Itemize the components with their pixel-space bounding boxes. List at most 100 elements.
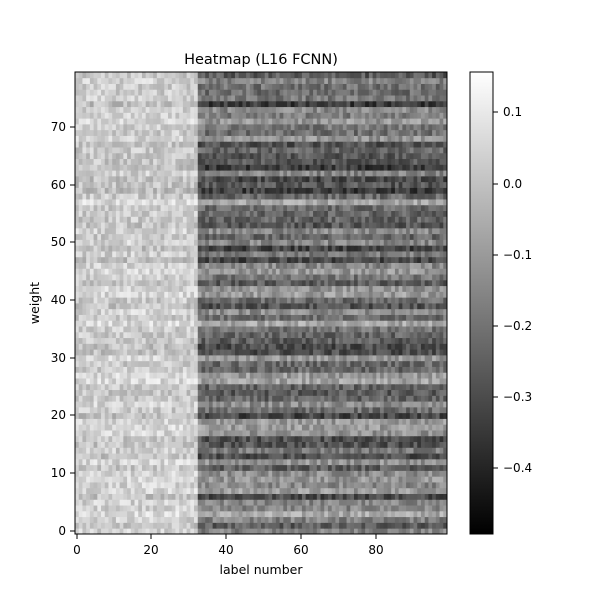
heatmap-cell bbox=[316, 528, 321, 535]
heatmap-cell bbox=[383, 505, 388, 512]
heatmap-cell bbox=[398, 510, 403, 518]
heatmap-cell bbox=[354, 349, 359, 356]
heatmap-cell bbox=[208, 505, 214, 512]
heatmap-cell bbox=[309, 401, 314, 408]
heatmap-cell bbox=[387, 268, 392, 275]
heatmap-cell bbox=[82, 389, 87, 396]
heatmap-cell bbox=[391, 493, 396, 500]
heatmap-cell bbox=[208, 279, 214, 287]
heatmap-cell bbox=[149, 470, 154, 477]
heatmap-cell bbox=[342, 343, 347, 350]
heatmap-cell bbox=[242, 505, 247, 512]
heatmap-cell bbox=[149, 447, 154, 454]
heatmap-cell bbox=[145, 487, 150, 494]
heatmap-cell bbox=[134, 406, 139, 414]
heatmap-cell bbox=[268, 458, 273, 466]
heatmap-cell bbox=[346, 274, 351, 281]
heatmap-cell bbox=[301, 435, 307, 443]
heatmap-cell bbox=[406, 366, 411, 373]
heatmap-cell bbox=[208, 528, 214, 535]
heatmap-cell bbox=[424, 487, 429, 494]
heatmap-cell bbox=[443, 349, 448, 356]
heatmap-cell bbox=[216, 389, 221, 396]
heatmap-cell bbox=[305, 297, 310, 304]
heatmap-cell bbox=[287, 268, 292, 275]
heatmap-cell bbox=[127, 505, 132, 512]
heatmap-cell bbox=[301, 447, 307, 454]
heatmap-cell bbox=[201, 354, 206, 362]
heatmap-cell bbox=[417, 516, 422, 523]
heatmap-cell bbox=[313, 279, 318, 287]
heatmap-cell bbox=[179, 401, 184, 408]
heatmap-cell bbox=[294, 251, 299, 258]
heatmap-cell bbox=[372, 430, 377, 437]
heatmap-cell bbox=[212, 297, 217, 304]
heatmap-cell bbox=[283, 343, 288, 350]
heatmap-cell bbox=[268, 291, 273, 298]
heatmap-cell bbox=[287, 378, 292, 385]
heatmap-cell bbox=[156, 499, 161, 506]
heatmap-cell bbox=[327, 331, 333, 339]
heatmap-cell bbox=[190, 389, 195, 396]
heatmap-cell bbox=[261, 424, 266, 431]
heatmap-cell bbox=[134, 291, 139, 298]
heatmap-cell bbox=[75, 418, 80, 425]
heatmap-cell bbox=[164, 268, 169, 275]
heatmap-cell bbox=[138, 366, 143, 373]
heatmap-cell bbox=[320, 326, 325, 333]
heatmap-cell bbox=[112, 482, 117, 489]
heatmap-cell bbox=[383, 395, 388, 402]
heatmap-cell bbox=[82, 435, 87, 443]
heatmap-cell bbox=[357, 510, 362, 518]
heatmap-cell bbox=[301, 510, 307, 518]
heatmap-cell bbox=[268, 354, 273, 362]
heatmap-cell bbox=[424, 279, 429, 287]
heatmap-cell bbox=[253, 314, 258, 321]
heatmap-cell bbox=[175, 406, 180, 414]
heatmap-cell bbox=[75, 378, 80, 385]
heatmap-cell bbox=[75, 383, 80, 391]
heatmap-cell bbox=[409, 354, 414, 362]
heatmap-cell bbox=[435, 418, 440, 425]
heatmap-cell bbox=[443, 326, 448, 333]
heatmap-cell bbox=[153, 395, 158, 402]
heatmap-cell bbox=[264, 401, 269, 408]
heatmap-cell bbox=[313, 464, 318, 471]
heatmap-cell bbox=[402, 366, 407, 373]
heatmap-cell bbox=[138, 378, 143, 385]
heatmap-cell bbox=[246, 274, 251, 281]
heatmap-cell bbox=[201, 320, 206, 327]
heatmap-cell bbox=[324, 522, 329, 529]
heatmap-cell bbox=[357, 268, 362, 275]
heatmap-cell bbox=[380, 291, 385, 298]
heatmap-cell bbox=[93, 285, 98, 292]
heatmap-cell bbox=[357, 430, 362, 437]
heatmap-cell bbox=[264, 453, 269, 460]
heatmap-cell bbox=[398, 441, 403, 448]
heatmap-cell bbox=[320, 297, 325, 304]
heatmap-cell bbox=[216, 268, 221, 275]
heatmap-cell bbox=[380, 314, 385, 321]
heatmap-cell bbox=[294, 274, 299, 281]
heatmap-cell bbox=[409, 245, 414, 252]
heatmap-cell bbox=[127, 251, 132, 258]
heatmap-cell bbox=[97, 510, 102, 518]
heatmap-cell bbox=[327, 251, 333, 258]
heatmap-cell bbox=[413, 366, 418, 373]
heatmap-cell bbox=[409, 308, 414, 315]
heatmap-cell bbox=[417, 464, 422, 471]
heatmap-cell bbox=[97, 401, 102, 408]
heatmap-cell bbox=[420, 487, 426, 494]
heatmap-cell bbox=[316, 516, 321, 523]
heatmap-cell bbox=[443, 320, 448, 327]
heatmap-cell bbox=[428, 251, 433, 258]
heatmap-cell bbox=[342, 314, 347, 321]
heatmap-cell bbox=[268, 314, 273, 321]
heatmap-cell bbox=[78, 366, 83, 373]
heatmap-cell bbox=[123, 314, 128, 321]
heatmap-cell bbox=[413, 360, 418, 367]
heatmap-cell bbox=[123, 482, 128, 489]
heatmap-cell bbox=[182, 493, 187, 500]
heatmap-cell bbox=[194, 424, 199, 431]
heatmap-cell bbox=[383, 447, 388, 454]
